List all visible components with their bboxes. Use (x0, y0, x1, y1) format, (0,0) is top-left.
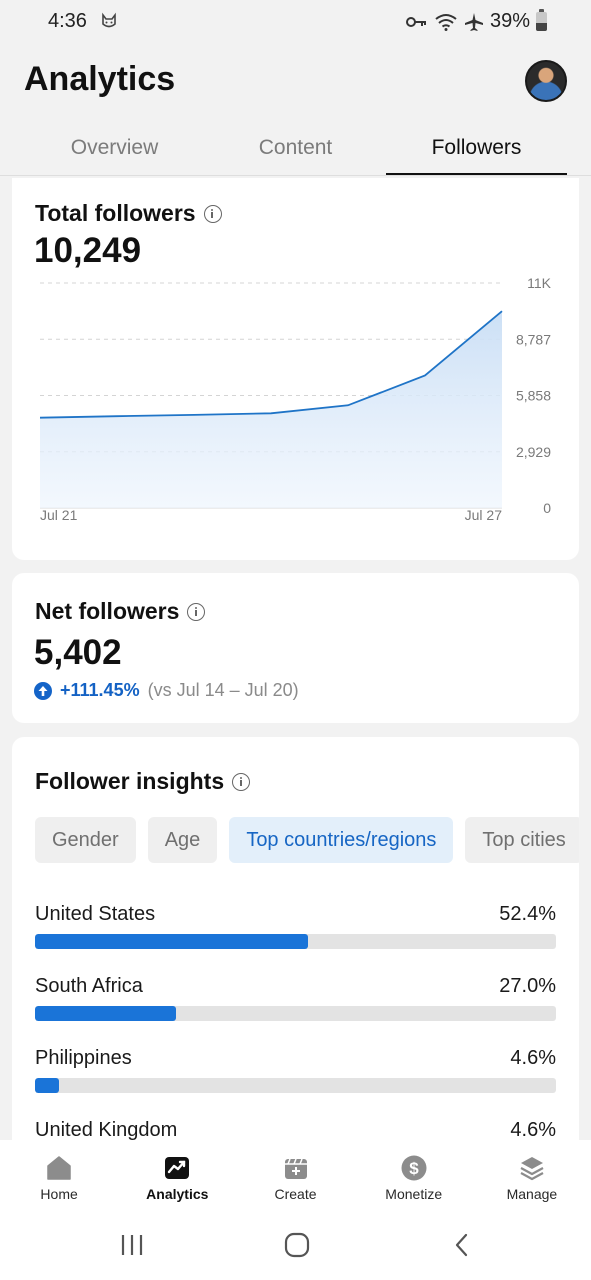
country-name: United States (35, 903, 156, 925)
change-percent: +111.45% (60, 680, 140, 700)
total-followers-title-row: Total followers (35, 200, 222, 227)
nav-create[interactable]: Create (236, 1140, 354, 1210)
progress-fill (35, 1006, 176, 1021)
y-tick-label: 0 (543, 500, 551, 516)
avatar[interactable] (525, 60, 567, 102)
chart-line (39, 310, 503, 419)
battery-percent: 39% (489, 10, 530, 32)
y-tick-label: 2,929 (516, 444, 551, 460)
wifi-icon (435, 13, 457, 31)
home-button-icon[interactable] (284, 1232, 310, 1258)
key-icon (405, 16, 426, 27)
tab-bar: Overview Content Followers (24, 128, 567, 176)
follower-insights-title-row: Follower insights (35, 768, 251, 795)
total-followers-title: Total followers (35, 200, 196, 226)
tab-divider (0, 175, 591, 176)
layers-icon (520, 1157, 544, 1181)
page-title: Analytics (24, 60, 176, 98)
y-tick-label: 11K (527, 275, 552, 291)
nav-analytics[interactable]: Analytics (118, 1140, 236, 1210)
status-bar: 4:36 39% (0, 0, 591, 44)
nav-manage[interactable]: Manage (473, 1140, 591, 1210)
country-percent: 27.0% (499, 975, 556, 997)
net-followers-value: 5,402 (34, 633, 122, 672)
net-followers-card: Net followers 5,402 +111.45% (vs Jul 14 … (12, 573, 579, 723)
battery-icon (536, 9, 547, 31)
tab-overview[interactable]: Overview (70, 136, 159, 159)
cat-icon (102, 12, 116, 28)
status-time: 4:36 (48, 10, 87, 32)
pill-top-cities[interactable]: Top cities (465, 817, 579, 863)
tab-followers[interactable]: Followers (386, 128, 567, 176)
y-tick-label: 8,787 (516, 331, 551, 347)
airplane-icon (464, 12, 483, 31)
info-icon[interactable] (232, 772, 251, 791)
info-icon[interactable] (187, 602, 206, 621)
net-followers-change: +111.45% (vs Jul 14 – Jul 20) (34, 680, 299, 701)
country-name: Philippines (35, 1047, 132, 1069)
progress-track (35, 1006, 556, 1021)
total-followers-chart[interactable]: 0 2,929 5,858 8,787 11K Jul 21 Jul 27 (12, 266, 579, 536)
dollar-icon: $ (401, 1155, 427, 1181)
bottom-nav: Home Analytics Create $ Monetize Mana (0, 1140, 591, 1210)
svg-text:$: $ (409, 1159, 419, 1178)
x-tick-label: Jul 27 (465, 507, 503, 523)
progress-fill (35, 1078, 59, 1093)
total-followers-card: Total followers 10,249 0 2,929 5,858 8,787 1… (12, 178, 579, 560)
net-followers-title: Net followers (35, 598, 180, 624)
nav-label: Manage (506, 1186, 558, 1202)
nav-label: Home (40, 1186, 78, 1202)
country-name: South Africa (35, 975, 143, 997)
progress-fill (35, 934, 308, 949)
chart-area (40, 311, 502, 508)
list-item: United States 52.4% (35, 901, 556, 973)
tab-content[interactable]: Content (258, 136, 333, 159)
pill-age[interactable]: Age (147, 817, 218, 863)
list-item: South Africa 27.0% (35, 973, 556, 1045)
follower-insights-title: Follower insights (35, 768, 225, 794)
back-icon[interactable] (453, 1232, 471, 1258)
pill-gender[interactable]: Gender (35, 817, 136, 863)
nav-label: Analytics (146, 1186, 209, 1202)
nav-monetize[interactable]: $ Monetize (355, 1140, 473, 1210)
follower-insights-card: Follower insights Gender Age Top countri… (12, 737, 579, 1157)
progress-track (35, 934, 556, 949)
system-nav-bar (0, 1210, 591, 1280)
country-percent: 52.4% (499, 903, 556, 925)
nav-home[interactable]: Home (0, 1140, 118, 1210)
country-name: United Kingdom (35, 1119, 178, 1141)
home-icon (47, 1156, 71, 1180)
insight-filter-pills: Gender Age Top countries/regions Top cit… (35, 817, 579, 863)
nav-label: Create (274, 1186, 317, 1202)
comparison-period: (vs Jul 14 – Jul 20) (147, 680, 299, 700)
total-followers-value: 10,249 (34, 231, 142, 270)
pill-top-countries[interactable]: Top countries/regions (229, 817, 454, 863)
country-list: United States 52.4% South Africa 27.0% P… (35, 901, 556, 1157)
progress-track (35, 1078, 556, 1093)
status-icons: 39% (405, 9, 547, 33)
arrow-up-icon (34, 681, 52, 700)
analytics-icon (165, 1157, 190, 1179)
create-icon (284, 1158, 307, 1179)
recent-apps-icon[interactable] (120, 1232, 144, 1258)
nav-label: Monetize (385, 1186, 443, 1202)
x-tick-label: Jul 21 (40, 507, 78, 523)
country-percent: 4.6% (510, 1047, 556, 1069)
y-tick-label: 5,858 (516, 388, 551, 404)
info-icon[interactable] (203, 204, 222, 223)
country-percent: 4.6% (510, 1119, 556, 1141)
list-item: Philippines 4.6% (35, 1045, 556, 1117)
net-followers-title-row: Net followers (35, 598, 206, 625)
